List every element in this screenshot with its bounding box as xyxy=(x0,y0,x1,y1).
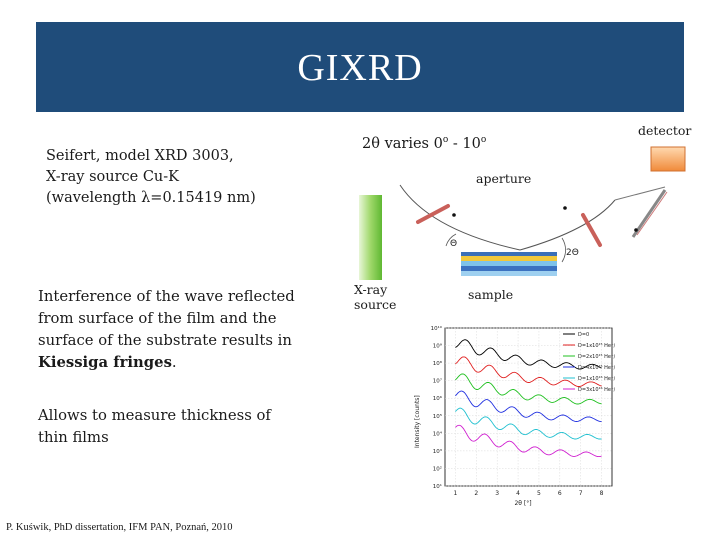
theta-label: Θ xyxy=(450,239,457,249)
instrument-spec: Seifert, model XRD 3003, X-ray source Cu… xyxy=(46,146,316,209)
title-bar: GIXRD xyxy=(36,22,684,112)
beam-point xyxy=(634,228,638,232)
detector-slit xyxy=(631,189,667,238)
beam-point xyxy=(563,206,567,210)
y-tick-label: 10⁹ xyxy=(433,343,442,350)
xray-label-line: source xyxy=(354,297,397,312)
spec-line: Seifert, model XRD 3003, xyxy=(46,148,234,164)
sample-layer xyxy=(461,261,557,266)
xray-source-label: X-ray source xyxy=(354,282,404,312)
y-tick-label: 10⁸ xyxy=(433,360,443,367)
x-tick-label: 6 xyxy=(558,490,562,497)
x-tick-label: 2 xyxy=(474,490,478,497)
y-tick-label: 10⁷ xyxy=(433,378,442,385)
sample-layer xyxy=(461,271,557,276)
y-tick-label: 10² xyxy=(433,465,442,472)
beam-point xyxy=(452,213,456,217)
series-line xyxy=(455,356,602,387)
xrr-curves-chart: 10¹ 10² 10³ 10⁴ 10⁵ 10⁶ 10⁷ 10⁸ 10⁹ 10¹⁰ 1 2 3 4 5 6 7 8… xyxy=(414,325,615,507)
chart-legend: D=0 D=1x10¹⁵ He⁺/cm² D=2x10¹⁵ He⁺/cm² D=4x1… xyxy=(563,332,615,393)
y-tick-label: 10¹ xyxy=(433,483,442,490)
legend-label: D=0 xyxy=(578,332,589,338)
two-theta-sep: - 10 xyxy=(448,135,481,152)
degree-mark: o xyxy=(480,135,487,145)
theta-arc xyxy=(445,233,457,247)
right-slit xyxy=(581,213,602,247)
chart-series xyxy=(455,339,602,458)
series-line xyxy=(455,373,602,405)
x-axis-label: 2θ [°] xyxy=(514,500,531,507)
detector-arm xyxy=(614,186,666,201)
x-tick-labels: 1 2 3 4 5 6 7 8 xyxy=(454,490,604,497)
detector-slit-inner xyxy=(636,191,668,236)
x-tick-label: 8 xyxy=(600,490,604,497)
x-tick-label: 1 xyxy=(454,490,458,497)
two-theta-arc xyxy=(561,237,566,263)
detector-label: detector xyxy=(638,123,692,138)
y-tick-label: 10¹⁰ xyxy=(431,325,443,332)
reflected-beam xyxy=(519,199,616,251)
two-theta-label: 2Θ xyxy=(566,248,579,258)
x-tick-label: 7 xyxy=(579,490,583,497)
series-line xyxy=(455,339,602,370)
x-tick-label: 5 xyxy=(537,490,541,497)
interference-period: . xyxy=(171,354,177,371)
interference-paragraph: Interference of the wave reflected from … xyxy=(38,286,318,374)
legend-label: D=2x10¹⁵ He⁺/cm² xyxy=(578,354,615,360)
interference-last-line: Kiessiga fringes. xyxy=(38,352,318,374)
gixrd-geometry-diagram: Θ 2Θ xyxy=(359,146,686,280)
y-tick-label: 10⁶ xyxy=(433,395,443,402)
series-line xyxy=(455,407,602,440)
two-theta-range: 2θ varies 0o - 10o xyxy=(362,135,486,152)
interference-line: Interference of the wave reflected xyxy=(38,288,295,305)
y-tick-labels: 10¹ 10² 10³ 10⁴ 10⁵ 10⁶ 10⁷ 10⁸ 10⁹ 10¹⁰ xyxy=(431,325,443,490)
slide-title: GIXRD xyxy=(297,47,423,89)
citation: P. Kuświk, PhD dissertation, IFM PAN, Po… xyxy=(6,522,233,533)
kiessiga-fringes-term: Kiessiga fringes xyxy=(38,354,172,371)
spec-line: X-ray source Cu-K xyxy=(46,169,179,185)
sample-layer xyxy=(461,266,557,271)
legend-label: D=1x10¹⁵ He⁺/cm² xyxy=(578,343,615,349)
legend-label: D=4x10¹⁵ He⁺/cm² xyxy=(578,365,615,371)
sample-label: sample xyxy=(468,287,514,302)
sample-layer xyxy=(461,256,557,261)
left-slit xyxy=(416,204,450,224)
legend-label: D=1x10¹⁶ He⁺/cm² xyxy=(578,376,615,382)
chart-frame xyxy=(444,327,613,487)
x-tick-label: 3 xyxy=(495,490,499,497)
series-line xyxy=(455,390,602,422)
y-tick-label: 10⁴ xyxy=(433,430,443,437)
incident-beam xyxy=(399,184,521,251)
interference-line: surface of the substrate results in xyxy=(38,332,292,349)
degree-mark: o xyxy=(442,135,449,145)
y-axis-label: Intensity [counts] xyxy=(414,395,421,448)
spec-line: (wavelength λ=0.15419 nm) xyxy=(46,190,256,206)
legend-label: D=3x10¹⁶ He⁺/cm² xyxy=(578,387,615,393)
detector-box xyxy=(650,146,686,172)
x-tick-label: 4 xyxy=(516,490,520,497)
sample-layer xyxy=(461,252,557,256)
two-theta-prefix: 2θ varies 0 xyxy=(362,135,443,152)
xray-label-line: X-ray xyxy=(354,282,388,297)
xray-source xyxy=(359,195,382,280)
allows-line: Allows to measure thickness of xyxy=(38,407,271,424)
y-tick-label: 10⁵ xyxy=(433,413,442,420)
y-tick-label: 10³ xyxy=(433,448,442,455)
series-line xyxy=(455,424,602,458)
allows-line: thin films xyxy=(38,429,109,446)
interference-line: from surface of the film and the xyxy=(38,310,277,327)
plot-area xyxy=(444,327,613,487)
aperture-label: aperture xyxy=(476,171,532,186)
allows-paragraph: Allows to measure thickness of thin film… xyxy=(38,405,318,449)
